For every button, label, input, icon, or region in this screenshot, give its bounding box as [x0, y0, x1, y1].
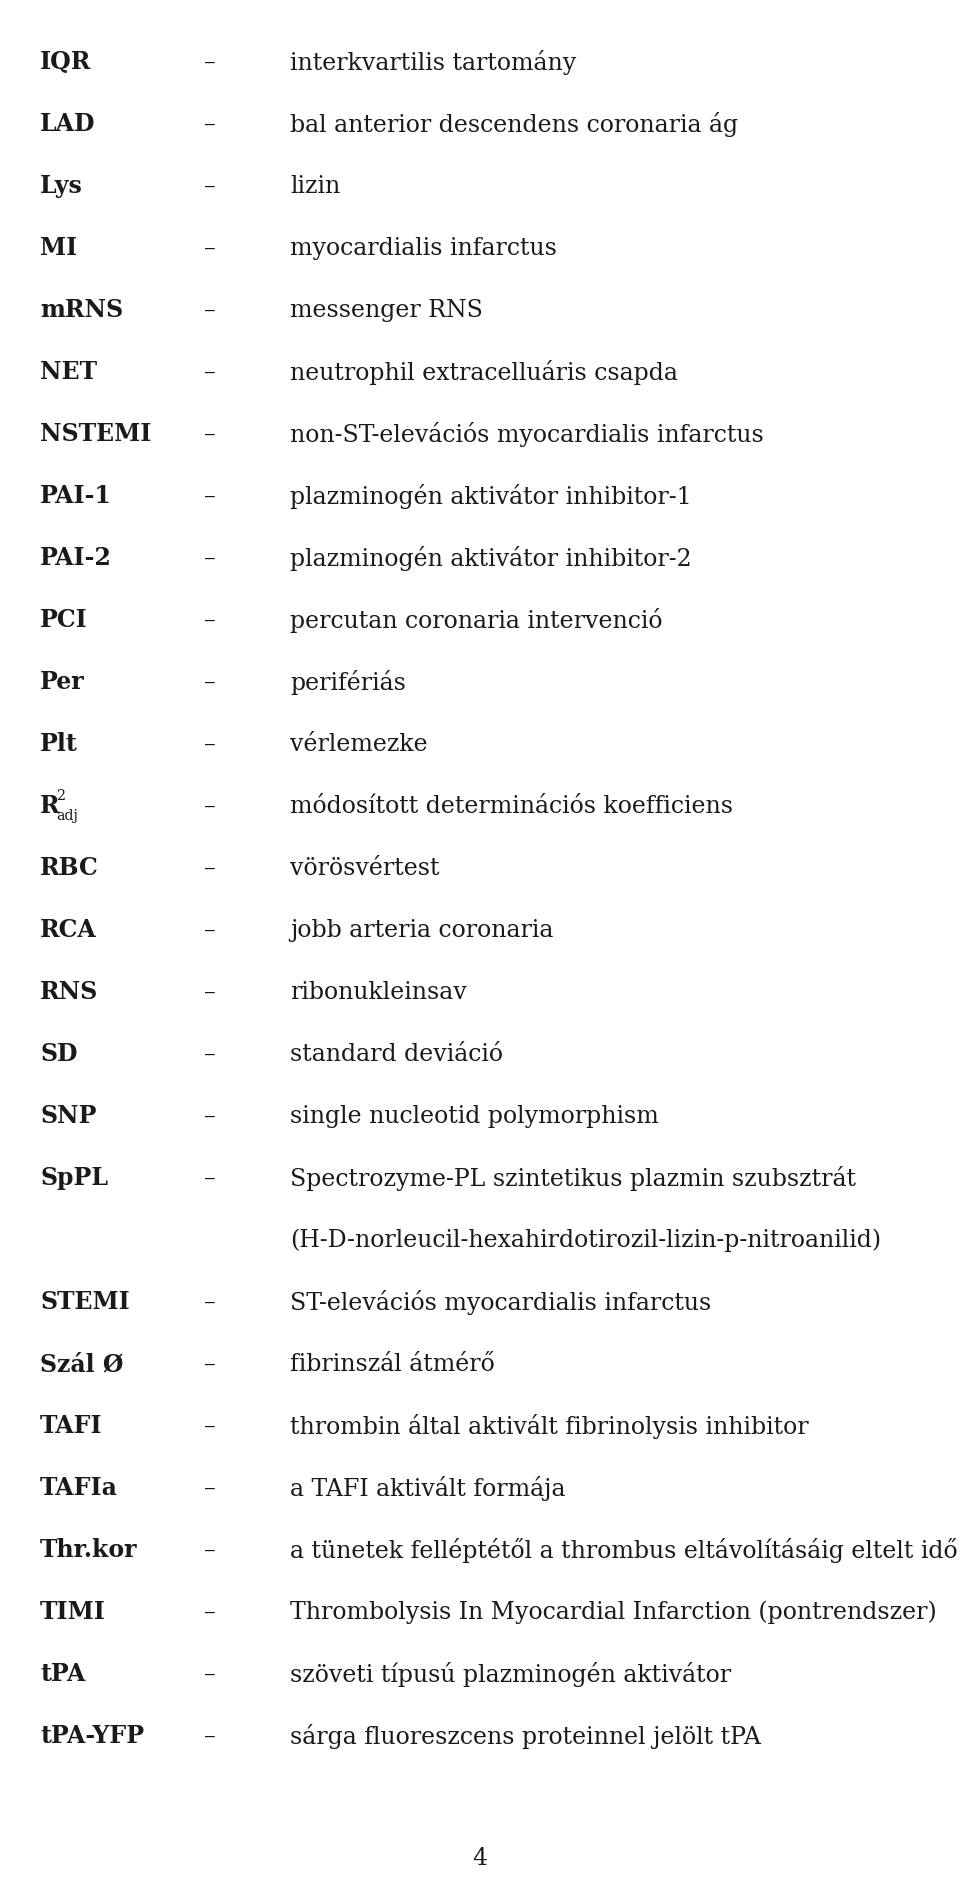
- Text: myocardialis infarctus: myocardialis infarctus: [290, 237, 557, 259]
- Text: single nucleotid polymorphism: single nucleotid polymorphism: [290, 1104, 659, 1127]
- Text: TAFIa: TAFIa: [40, 1475, 118, 1500]
- Text: PCI: PCI: [40, 608, 87, 633]
- Text: –: –: [204, 1167, 216, 1189]
- Text: non-ST-elevációs myocardialis infarctus: non-ST-elevációs myocardialis infarctus: [290, 422, 764, 447]
- Text: –: –: [204, 1477, 216, 1500]
- Text: LAD: LAD: [40, 112, 95, 136]
- Text: STEMI: STEMI: [40, 1290, 130, 1314]
- Text: Thr.kor: Thr.kor: [40, 1538, 137, 1563]
- Text: neutrophil extracelluáris csapda: neutrophil extracelluáris csapda: [290, 360, 678, 384]
- Text: –: –: [204, 1290, 216, 1314]
- Text: ST-elevációs myocardialis infarctus: ST-elevációs myocardialis infarctus: [290, 1290, 711, 1314]
- Text: –: –: [204, 547, 216, 570]
- Text: –: –: [204, 299, 216, 322]
- Text: –: –: [204, 422, 216, 445]
- Text: a TAFI aktivált formája: a TAFI aktivált formája: [290, 1475, 565, 1500]
- Text: SpPL: SpPL: [40, 1167, 108, 1189]
- Text: –: –: [204, 1538, 216, 1561]
- Text: –: –: [204, 981, 216, 1004]
- Text: Lys: Lys: [40, 174, 83, 199]
- Text: NET: NET: [40, 360, 97, 384]
- Text: –: –: [204, 485, 216, 508]
- Text: –: –: [204, 1415, 216, 1438]
- Text: thrombin által aktivált fibrinolysis inhibitor: thrombin által aktivált fibrinolysis inh…: [290, 1413, 808, 1439]
- Text: RCA: RCA: [40, 919, 97, 941]
- Text: vérlemezke: vérlemezke: [290, 733, 427, 756]
- Text: interkvartilis tartomány: interkvartilis tartomány: [290, 49, 576, 74]
- Text: PAI-1: PAI-1: [40, 485, 112, 508]
- Text: ribonukleinsav: ribonukleinsav: [290, 981, 467, 1004]
- Text: adj: adj: [56, 809, 78, 824]
- Text: a tünetek felléptétől a thrombus eltávolításáig eltelt idő: a tünetek felléptétől a thrombus eltávol…: [290, 1538, 958, 1563]
- Text: vörösvértest: vörösvértest: [290, 856, 440, 879]
- Text: fibrinszál átmérő: fibrinszál átmérő: [290, 1352, 494, 1375]
- Text: IQR: IQR: [40, 49, 91, 74]
- Text: –: –: [204, 1352, 216, 1375]
- Text: messenger RNS: messenger RNS: [290, 299, 483, 322]
- Text: TAFI: TAFI: [40, 1415, 103, 1438]
- Text: –: –: [204, 174, 216, 197]
- Text: –: –: [204, 919, 216, 941]
- Text: jobb arteria coronaria: jobb arteria coronaria: [290, 919, 553, 941]
- Text: Plt: Plt: [40, 733, 78, 756]
- Text: mRNS: mRNS: [40, 297, 123, 322]
- Text: plazminogén aktivátor inhibitor-2: plazminogén aktivátor inhibitor-2: [290, 545, 692, 570]
- Text: –: –: [204, 856, 216, 879]
- Text: –: –: [204, 670, 216, 693]
- Text: Spectrozyme-PL szintetikus plazmin szubsztrát: Spectrozyme-PL szintetikus plazmin szubs…: [290, 1165, 856, 1191]
- Text: –: –: [204, 733, 216, 756]
- Text: bal anterior descendens coronaria ág: bal anterior descendens coronaria ág: [290, 112, 738, 136]
- Text: –: –: [204, 237, 216, 259]
- Text: MI: MI: [40, 237, 77, 259]
- Text: –: –: [204, 1600, 216, 1623]
- Text: –: –: [204, 112, 216, 136]
- Text: sárga fluoreszcens proteinnel jelölt tPA: sárga fluoreszcens proteinnel jelölt tPA: [290, 1724, 761, 1748]
- Text: tPA-YFP: tPA-YFP: [40, 1724, 144, 1748]
- Text: –: –: [204, 1042, 216, 1066]
- Text: –: –: [204, 360, 216, 384]
- Text: –: –: [204, 1104, 216, 1127]
- Text: 2: 2: [56, 790, 65, 803]
- Text: tPA: tPA: [40, 1663, 85, 1686]
- Text: RBC: RBC: [40, 856, 99, 881]
- Text: 4: 4: [472, 1847, 488, 1869]
- Text: Szál Ø: Szál Ø: [40, 1352, 124, 1377]
- Text: –: –: [204, 795, 216, 818]
- Text: percutan coronaria intervenció: percutan coronaria intervenció: [290, 608, 662, 633]
- Text: módosított determinációs koefficiens: módosított determinációs koefficiens: [290, 795, 733, 818]
- Text: –: –: [204, 51, 216, 74]
- Text: –: –: [204, 608, 216, 631]
- Text: TIMI: TIMI: [40, 1600, 106, 1623]
- Text: RNS: RNS: [40, 979, 98, 1004]
- Text: NSTEMI: NSTEMI: [40, 422, 152, 447]
- Text: PAI-2: PAI-2: [40, 545, 112, 570]
- Text: Thrombolysis In Myocardial Infarction (pontrendszer): Thrombolysis In Myocardial Infarction (p…: [290, 1600, 937, 1623]
- Text: Per: Per: [40, 670, 84, 693]
- Text: SD: SD: [40, 1042, 78, 1066]
- Text: plazminogén aktivátor inhibitor-1: plazminogén aktivátor inhibitor-1: [290, 483, 692, 509]
- Text: –: –: [204, 1725, 216, 1748]
- Text: perifériás: perifériás: [290, 670, 406, 695]
- Text: R: R: [40, 794, 60, 818]
- Text: lizin: lizin: [290, 174, 340, 197]
- Text: –: –: [204, 1663, 216, 1686]
- Text: szöveti típusú plazminogén aktivátor: szöveti típusú plazminogén aktivátor: [290, 1661, 732, 1686]
- Text: (H-D-norleucil-hexahirdotirozil-lizin-p-nitroanilid): (H-D-norleucil-hexahirdotirozil-lizin-p-…: [290, 1229, 881, 1252]
- Text: SNP: SNP: [40, 1104, 97, 1129]
- Text: standard deviáció: standard deviáció: [290, 1042, 503, 1066]
